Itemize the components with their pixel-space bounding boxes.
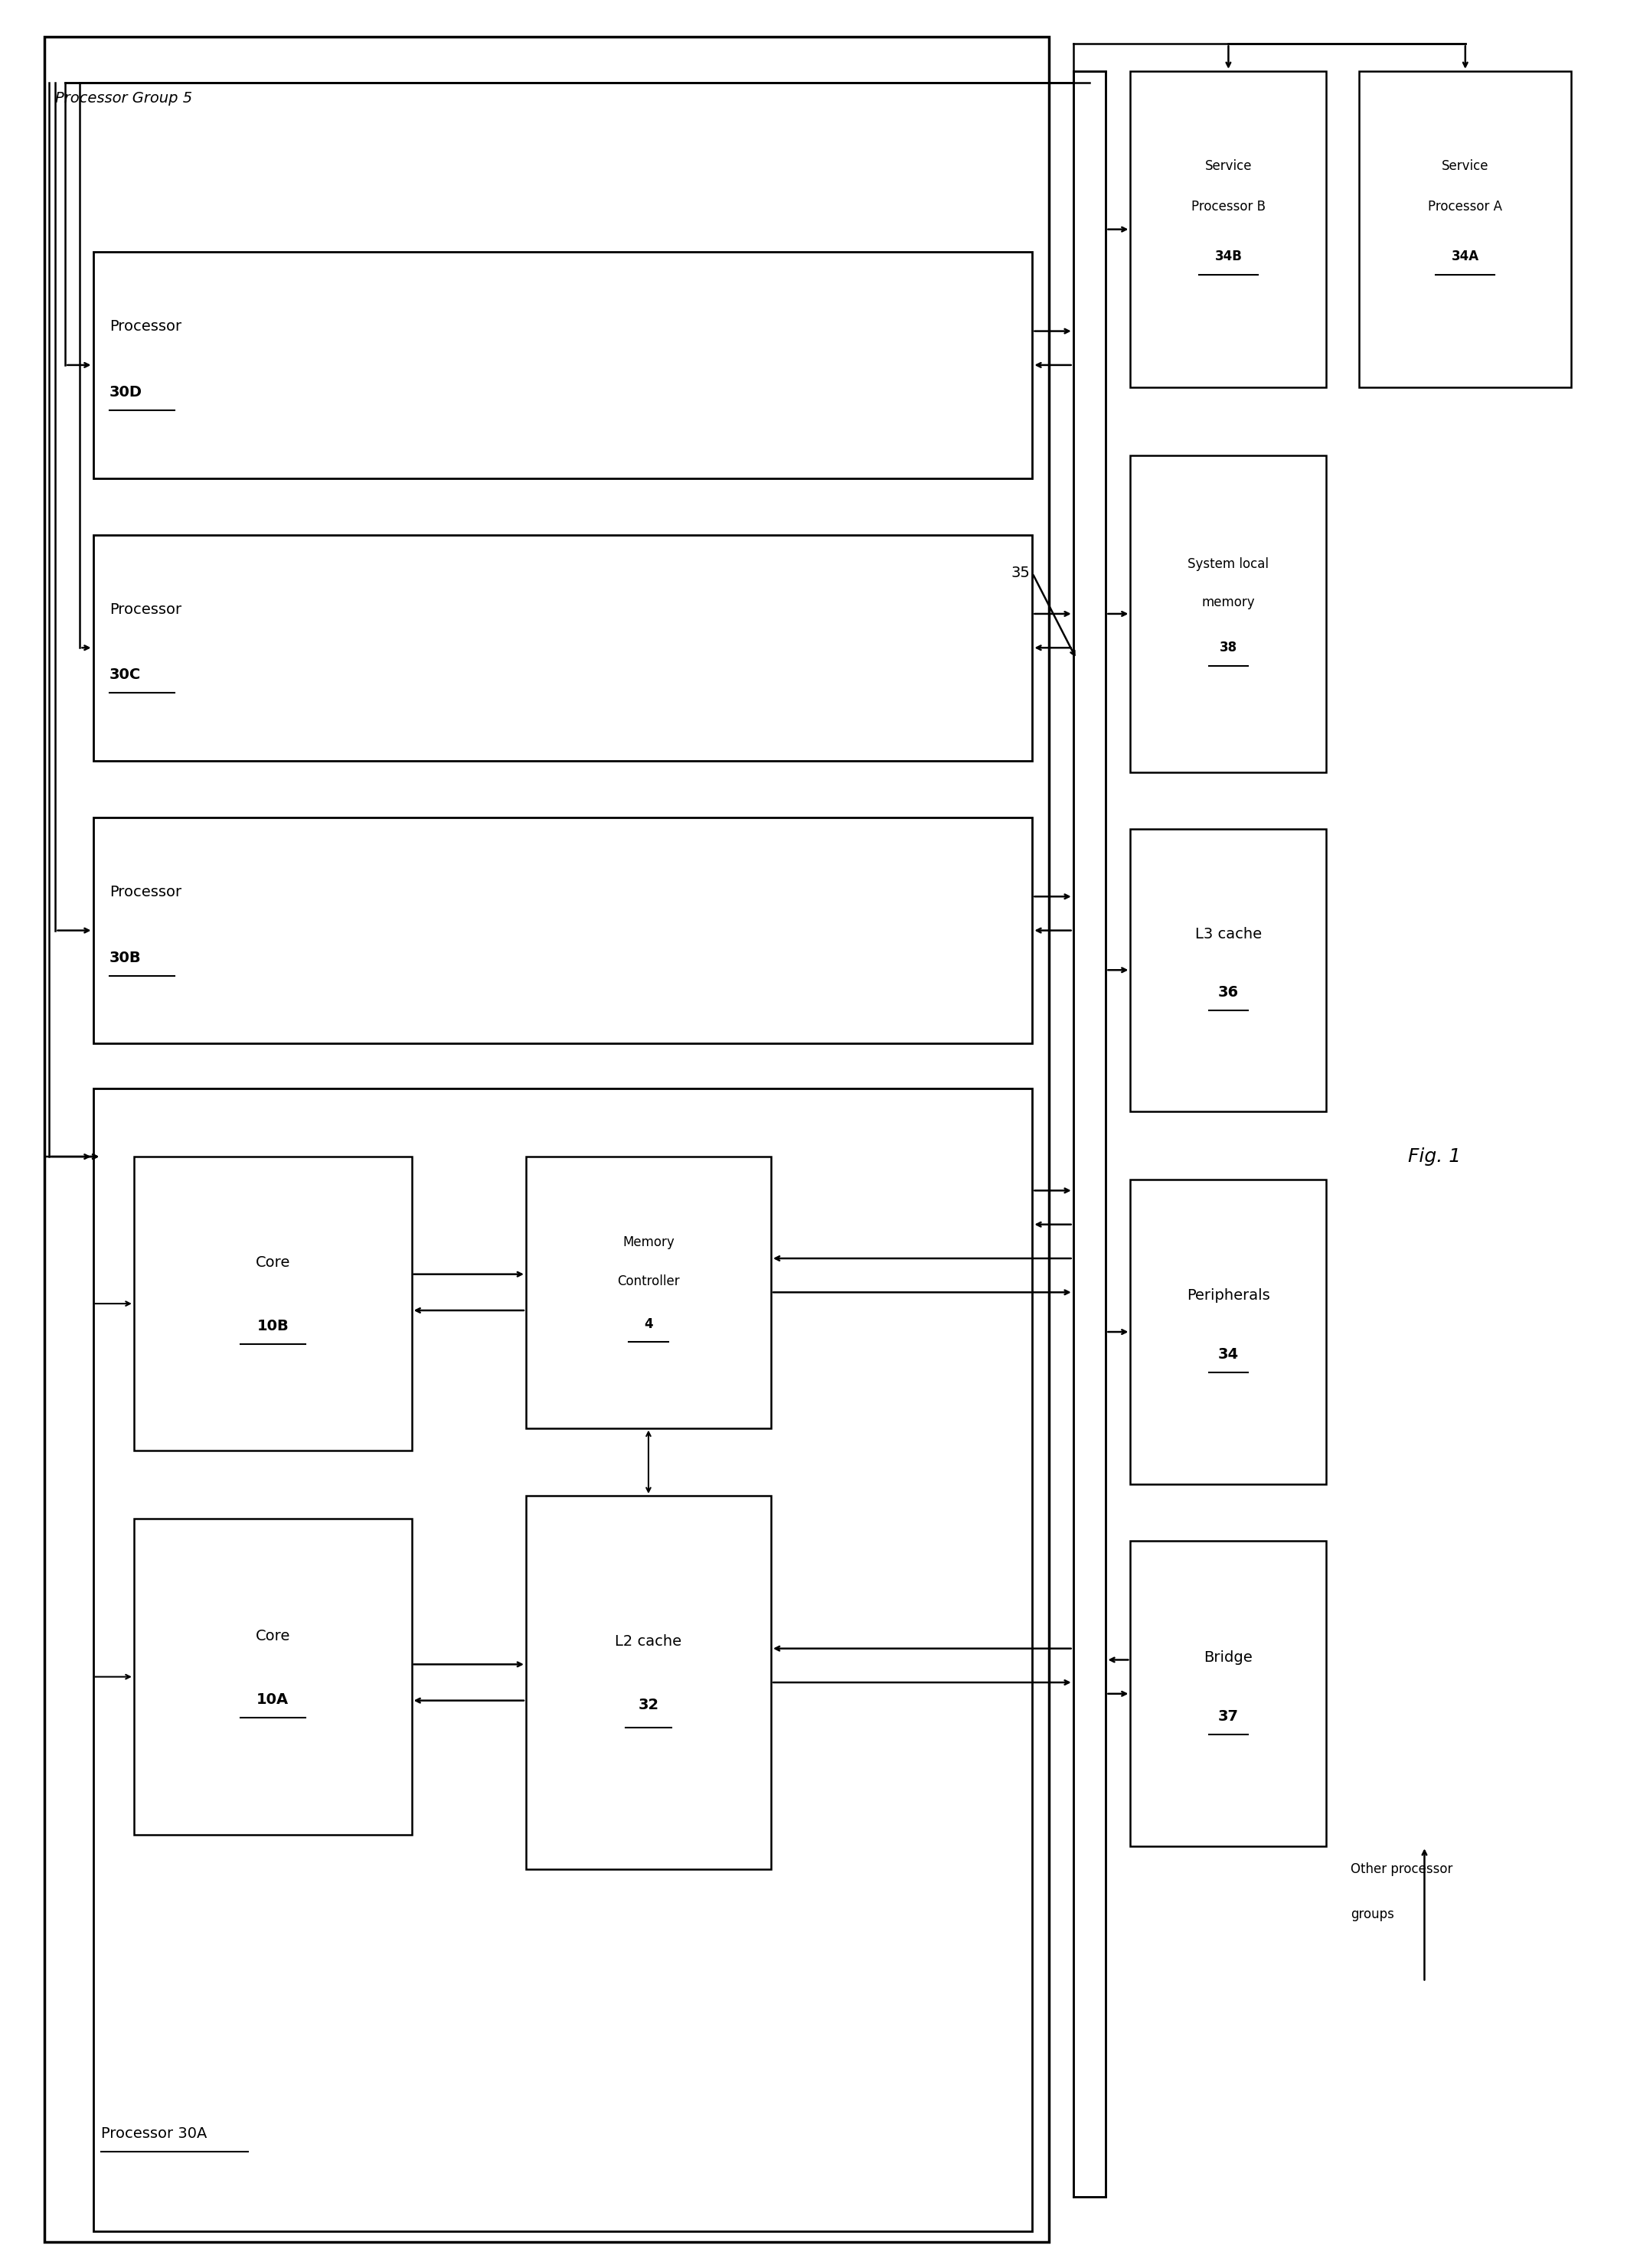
Text: Controller: Controller <box>617 1275 679 1288</box>
Text: memory: memory <box>1202 596 1255 610</box>
Text: Processor 30A: Processor 30A <box>102 2127 207 2141</box>
Text: 37: 37 <box>1219 1710 1238 1724</box>
Text: Peripherals: Peripherals <box>1187 1288 1269 1304</box>
Bar <box>1130 1179 1327 1486</box>
Text: Processor: Processor <box>110 601 182 617</box>
Text: Processor Group 5: Processor Group 5 <box>56 91 192 104</box>
Bar <box>1360 70 1571 388</box>
Bar <box>93 816 1032 1043</box>
Bar <box>1130 828 1327 1111</box>
Text: System local: System local <box>1187 558 1269 572</box>
Bar <box>134 1520 412 1835</box>
Text: Other processor: Other processor <box>1351 1862 1453 1876</box>
Bar <box>1130 456 1327 771</box>
Text: Core: Core <box>256 1628 290 1644</box>
Bar <box>1130 70 1327 388</box>
Bar <box>1073 70 1105 2198</box>
Text: 38: 38 <box>1220 642 1237 655</box>
Bar <box>526 1157 771 1429</box>
Text: Processor: Processor <box>110 320 182 333</box>
Text: Service: Service <box>1442 159 1489 172</box>
Text: 35: 35 <box>1012 565 1030 581</box>
Text: groups: groups <box>1351 1907 1394 1921</box>
Bar <box>44 36 1048 2243</box>
Bar <box>93 1089 1032 2232</box>
Text: 30D: 30D <box>110 386 143 399</box>
Bar <box>1130 1540 1327 1846</box>
Text: Core: Core <box>256 1256 290 1270</box>
Text: 30C: 30C <box>110 667 141 683</box>
Text: Memory: Memory <box>623 1236 674 1250</box>
Text: Processor: Processor <box>110 885 182 900</box>
Text: L3 cache: L3 cache <box>1196 928 1261 941</box>
Text: Processor A: Processor A <box>1428 200 1502 213</box>
Text: Bridge: Bridge <box>1204 1651 1253 1665</box>
Text: 34B: 34B <box>1215 249 1241 263</box>
Text: L2 cache: L2 cache <box>615 1635 682 1649</box>
Text: 4: 4 <box>645 1318 653 1331</box>
Text: 34: 34 <box>1219 1347 1238 1361</box>
Text: 34A: 34A <box>1451 249 1479 263</box>
Bar <box>93 252 1032 479</box>
Text: Processor B: Processor B <box>1191 200 1266 213</box>
Text: 10B: 10B <box>257 1320 289 1334</box>
Text: 32: 32 <box>638 1699 659 1712</box>
Bar <box>134 1157 412 1452</box>
Bar <box>526 1497 771 1869</box>
Text: Service: Service <box>1205 159 1251 172</box>
Bar <box>93 535 1032 760</box>
Text: 30B: 30B <box>110 950 141 964</box>
Text: 36: 36 <box>1219 984 1238 1000</box>
Text: Fig. 1: Fig. 1 <box>1409 1148 1461 1166</box>
Text: 10A: 10A <box>256 1692 289 1708</box>
